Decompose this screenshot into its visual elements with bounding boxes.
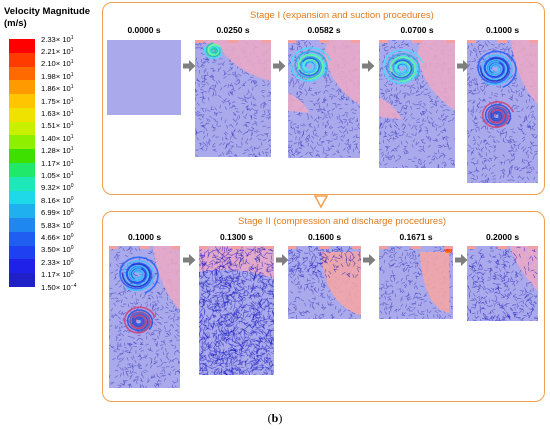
colorbar-tick-label: 1.75× 101 [41,96,74,106]
step-arrow [273,60,286,72]
colorbar-swatch [9,39,35,54]
stage2-velocity-frame [109,246,180,388]
caption-letter: b [271,411,279,425]
colorbar-swatch [9,190,35,205]
colorbar-swatch [9,245,35,260]
colorbar-tick-label: 1.63× 101 [41,108,74,118]
colorbar-title-line2: (m/s) [4,18,27,29]
stage2-time-label: 0.1600 s [307,232,342,242]
stage2-panel [102,211,545,402]
colorbar-tick-label: 1.51× 101 [41,121,74,131]
stage1-time-label: 0.0700 s [400,25,434,35]
step-arrow [362,60,375,72]
colorbar-swatch [9,107,35,123]
colorbar-swatch [9,149,35,164]
caption-open: ( [267,411,272,425]
step-arrow [183,60,196,72]
stage1-velocity-frame [195,40,271,157]
colorbar-swatch [9,135,35,150]
colorbar-swatch [9,121,35,136]
colorbar-tick-label: 3.50× 100 [41,245,74,255]
stage2-time-label: 0.2000 s [485,232,520,242]
colorbar-tick-label: 9.32× 100 [41,183,74,193]
colorbar-tick-label: 1.40× 101 [41,133,74,143]
colorbar-swatch [9,273,35,288]
stage2-velocity-frame [288,246,361,319]
colorbar-tick-label: 8.16× 100 [41,195,74,205]
stage1-velocity-frame [107,40,181,115]
colorbar-swatch [9,259,35,274]
step-arrow [455,254,468,266]
colorbar-swatch [9,66,35,81]
stage2-time-label: 0.1300 s [219,232,254,242]
stage1-title: Stage I (expansion and suction procedure… [250,10,434,21]
colorbar-tick-label: 2.33× 100 [41,257,74,267]
stage2-title: Stage II (compression and discharge proc… [238,216,447,227]
colorbar-tick-label: 2.21× 101 [41,46,74,56]
stage1-time-label: 0.1000 s [485,25,520,35]
step-arrow [363,254,376,266]
colorbar-tick-label: 1.28× 101 [41,146,74,156]
stage1-velocity-frame [379,40,455,168]
stage1-velocity-frame [288,40,360,158]
stage2-time-label: 0.1671 s [399,232,433,242]
colorbar-tick-label: 4.66× 100 [41,232,74,242]
colorbar-tick-label: 1.05× 101 [41,170,74,180]
colorbar-swatch [9,218,35,233]
colorbar-tick-label: 1.98× 101 [41,71,74,81]
stage2-time-label: 0.1000 s [127,232,162,242]
colorbar-swatch [9,80,35,95]
colorbar-tick-label: 1.17× 101 [41,158,74,168]
colorbar-swatch [9,204,35,219]
colorbar-tick-label: 6.99× 100 [41,208,74,218]
colorbar-swatch [9,231,35,247]
step-arrow [457,60,470,72]
colorbar-tick-label: 1.50× 10−4 [41,282,77,292]
colorbar-tick-label: 1.17× 100 [41,270,74,280]
step-arrow [276,254,289,266]
colorbar-swatch [9,52,35,68]
colorbar-swatch [9,94,35,109]
stage1-time-label: 0.0250 s [216,25,250,35]
stage1-time-label: 0.0582 s [307,25,341,35]
stage2-velocity-frame [199,246,274,375]
stage1-time-label: 0.0000 s [127,25,161,35]
colorbar-tick-label: 2.10× 101 [41,59,74,69]
colorbar-swatch [9,176,35,192]
colorbar-tick-label: 1.86× 101 [41,84,74,94]
colorbar-tick-label: 2.33× 101 [41,34,74,44]
colorbar-title-line1: Velocity Magnitude [4,6,91,17]
colorbar-swatch [9,163,35,178]
stage2-velocity-frame [379,246,453,319]
colorbar-title: Velocity Magnitude (m/s) [4,6,90,30]
stage-transition-arrow [313,195,329,209]
step-arrow [183,254,196,266]
stage1-panel [102,2,545,195]
figure-caption: (b) [0,411,550,426]
stage1-velocity-frame [467,40,538,183]
stage2-velocity-frame [467,246,538,321]
caption-close: ) [278,411,283,425]
colorbar-tick-label: 5.83× 100 [41,220,74,230]
